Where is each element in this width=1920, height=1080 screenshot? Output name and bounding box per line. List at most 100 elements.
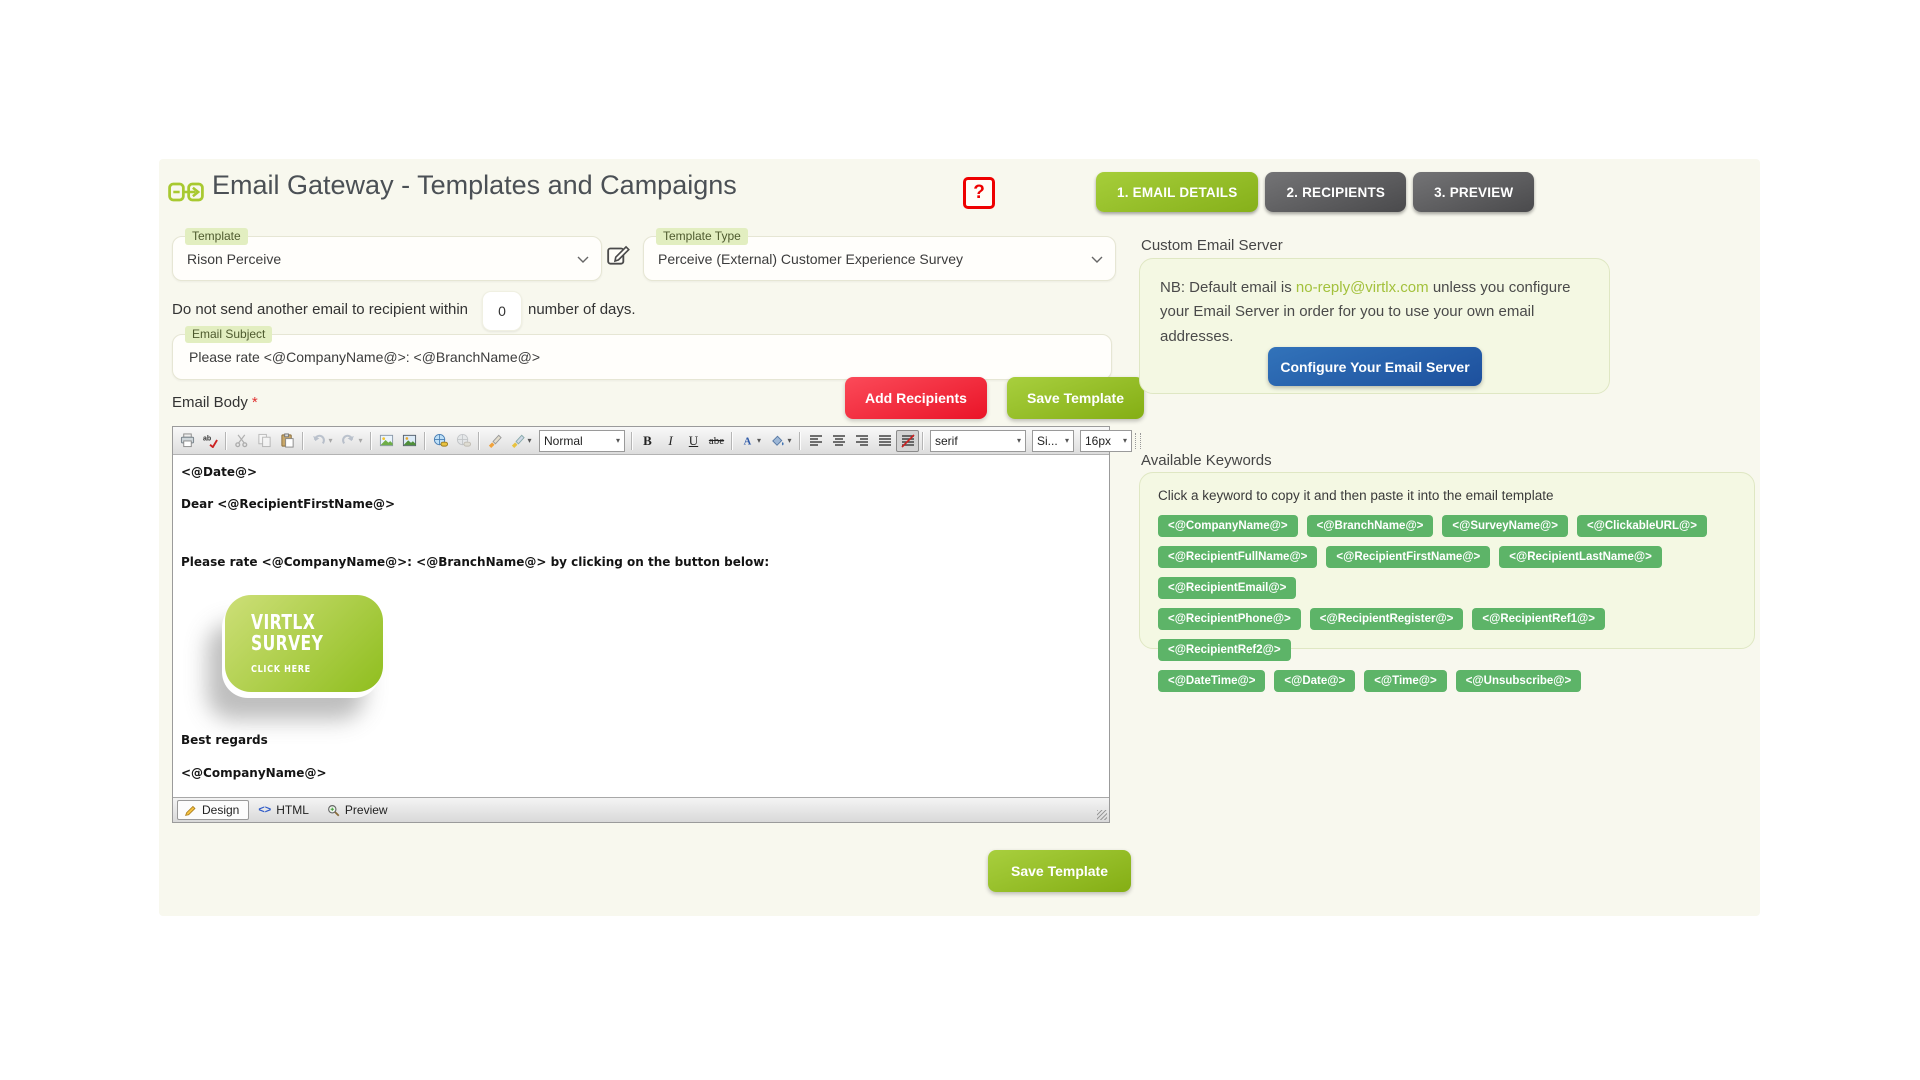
remove-alignment-icon bbox=[900, 433, 915, 448]
body-line-greeting: Dear <@RecipientFirstName@> bbox=[181, 497, 396, 511]
throttle-text-before: Do not send another email to recipient w… bbox=[172, 301, 469, 318]
keywords-rows: <@CompanyName@> <@BranchName@> <@SurveyNam… bbox=[1140, 505, 1754, 701]
print-button[interactable] bbox=[176, 430, 199, 452]
email-subject-field: Email Subject bbox=[172, 326, 1112, 380]
keyword-chip[interactable]: <@Date@> bbox=[1274, 670, 1356, 692]
pencil-icon bbox=[184, 805, 196, 816]
format-painter-button[interactable] bbox=[483, 430, 506, 452]
body-line-company: <@CompanyName@> bbox=[181, 766, 327, 780]
toolbar-separator bbox=[922, 431, 924, 450]
required-asterisk: * bbox=[251, 394, 258, 411]
remove-alignment-button[interactable] bbox=[896, 429, 919, 452]
save-template-button-bottom[interactable]: Save Template bbox=[988, 850, 1132, 892]
editor-tab-preview[interactable]: Preview bbox=[321, 801, 397, 819]
template-type-select[interactable]: Template Type Perceive (External) Custom… bbox=[643, 228, 1116, 281]
body-line-date: <@Date@> bbox=[181, 465, 258, 479]
keyword-chip[interactable]: <@RecipientRegister@> bbox=[1309, 608, 1464, 630]
keyword-row: <@RecipientFullName@> <@RecipientFirstNam… bbox=[1158, 546, 1740, 608]
keyword-chip[interactable]: <@RecipientFirstName@> bbox=[1326, 546, 1491, 568]
editor-content-area[interactable]: <@Date@> Dear <@RecipientFirstName@> Ple… bbox=[173, 455, 1109, 797]
paste-button[interactable] bbox=[276, 430, 299, 452]
justify-button[interactable] bbox=[873, 430, 896, 452]
keyword-chip[interactable]: <@DateTime@> bbox=[1158, 670, 1266, 692]
background-color-button[interactable]: ▾ bbox=[766, 430, 796, 452]
copy-button[interactable] bbox=[253, 430, 276, 452]
keyword-chip[interactable]: <@Unsubscribe@> bbox=[1455, 670, 1582, 692]
bold-button[interactable]: B bbox=[643, 432, 652, 448]
pencil-square-icon bbox=[607, 245, 630, 265]
remove-link-icon bbox=[456, 433, 471, 447]
template-select[interactable]: Template Rison Perceive bbox=[172, 228, 602, 281]
align-center-button[interactable] bbox=[827, 430, 850, 452]
paragraph-style-dropdown[interactable]: Normal ▾ bbox=[539, 429, 625, 452]
tab-recipients[interactable]: 2. RECIPIENTS bbox=[1265, 172, 1407, 212]
align-center-icon bbox=[832, 434, 845, 446]
resize-grip[interactable] bbox=[1097, 810, 1107, 820]
paste-icon bbox=[281, 433, 294, 448]
editor-tab-html[interactable]: <> HTML bbox=[258, 803, 309, 817]
available-keywords-panel: Click a keyword to copy it and then past… bbox=[1139, 472, 1755, 692]
style-painter-button[interactable]: ▾ bbox=[506, 430, 536, 452]
keyword-chip[interactable]: <@RecipientEmail@> bbox=[1158, 577, 1297, 599]
throttle-days-input[interactable] bbox=[482, 291, 522, 331]
keyword-chip[interactable]: <@RecipientRef1@> bbox=[1472, 608, 1605, 630]
keyword-chip[interactable]: <@CompanyName@> bbox=[1158, 515, 1298, 537]
font-family-dropdown[interactable]: serif ▾ bbox=[930, 429, 1026, 452]
add-recipients-button[interactable]: Add Recipients bbox=[845, 377, 987, 419]
strikethrough-button[interactable]: abe bbox=[708, 434, 725, 447]
template-label: Template bbox=[185, 228, 248, 245]
cut-button[interactable] bbox=[230, 430, 253, 452]
editor-toolbar: ab ▾ ▾ ▾ Normal ▾ B I U abe A ▾ ▾ bbox=[173, 427, 1141, 455]
help-button[interactable]: ? bbox=[963, 177, 995, 209]
tab-preview[interactable]: 3. PREVIEW bbox=[1413, 172, 1535, 212]
keyword-chip[interactable]: <@BranchName@> bbox=[1306, 515, 1434, 537]
keyword-chip[interactable]: <@RecipientPhone@> bbox=[1158, 608, 1301, 630]
paint-bucket-icon bbox=[772, 435, 785, 446]
font-color-button[interactable]: A ▾ bbox=[736, 430, 766, 452]
remove-link-button[interactable] bbox=[452, 430, 475, 452]
magnifier-icon bbox=[327, 804, 340, 816]
align-left-button[interactable] bbox=[804, 430, 827, 452]
copy-icon bbox=[258, 433, 271, 448]
email-server-note: NB: Default email is no-reply@virtlx.com… bbox=[1160, 279, 1571, 345]
keyword-chip[interactable]: <@ClickableURL@> bbox=[1576, 515, 1707, 537]
edit-template-button[interactable] bbox=[606, 242, 632, 273]
email-subject-input[interactable] bbox=[187, 336, 1081, 378]
available-keywords-heading: Available Keywords bbox=[1141, 452, 1272, 469]
insert-link-button[interactable] bbox=[429, 430, 452, 452]
font-pixel-size-dropdown[interactable]: 16px ▾ bbox=[1080, 429, 1132, 452]
configure-email-server-button[interactable]: Configure Your Email Server bbox=[1268, 347, 1482, 386]
email-body-editor: ab ▾ ▾ ▾ Normal ▾ B I U abe A ▾ ▾ bbox=[172, 426, 1141, 823]
print-icon bbox=[180, 433, 195, 448]
tab-email-details[interactable]: 1. EMAIL DETAILS bbox=[1096, 172, 1259, 212]
insert-image-button[interactable] bbox=[375, 430, 398, 452]
font-color-icon: A bbox=[744, 436, 752, 447]
keyword-chip[interactable]: <@RecipientFullName@> bbox=[1158, 546, 1318, 568]
wizard-tabs: 1. EMAIL DETAILS 2. RECIPIENTS 3. PREVIE… bbox=[1096, 172, 1535, 212]
keyword-chip[interactable]: <@Time@> bbox=[1364, 670, 1447, 692]
underline-button[interactable]: U bbox=[688, 432, 699, 448]
editor-tab-design[interactable]: Design bbox=[177, 800, 250, 820]
keyword-chip[interactable]: <@SurveyName@> bbox=[1442, 515, 1568, 537]
redo-button[interactable]: ▾ bbox=[337, 430, 367, 452]
italic-button[interactable]: I bbox=[668, 432, 673, 448]
image-icon bbox=[379, 434, 394, 447]
format-painter-icon bbox=[488, 434, 502, 448]
align-right-icon bbox=[855, 434, 868, 446]
keyword-chip[interactable]: <@RecipientRef2@> bbox=[1158, 639, 1291, 661]
keyword-chip[interactable]: <@RecipientLastName@> bbox=[1499, 546, 1662, 568]
keywords-hint: Click a keyword to copy it and then past… bbox=[1158, 488, 1554, 503]
spellcheck-button[interactable]: ab bbox=[199, 430, 222, 452]
save-template-button-top[interactable]: Save Template bbox=[1007, 377, 1145, 419]
virtlx-survey-image[interactable]: VIRTLX SURVEY CLICK HERE bbox=[225, 595, 383, 692]
align-right-button[interactable] bbox=[850, 430, 873, 452]
survey-image-title: VIRTLX SURVEY bbox=[251, 610, 324, 655]
keyword-row: <@CompanyName@> <@BranchName@> <@SurveyNam… bbox=[1158, 515, 1740, 546]
undo-button[interactable]: ▾ bbox=[307, 430, 337, 452]
font-size-name-dropdown[interactable]: Si... ▾ bbox=[1032, 429, 1074, 452]
image-manager-button[interactable] bbox=[398, 430, 421, 452]
default-email-link[interactable]: no-reply@virtlx.com bbox=[1295, 279, 1429, 296]
chevron-down-icon bbox=[1091, 250, 1103, 268]
template-value: Rison Perceive bbox=[187, 250, 282, 267]
editor-view-bar: Design <> HTML Preview bbox=[173, 797, 1109, 822]
